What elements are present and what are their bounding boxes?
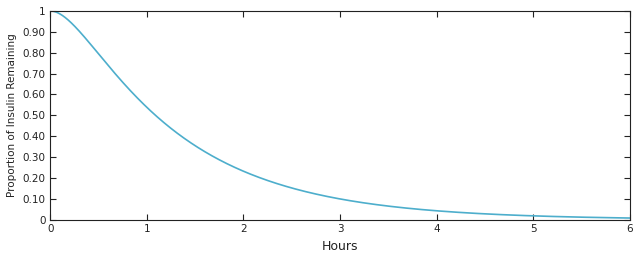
Y-axis label: Proportion of Insulin Remaining: Proportion of Insulin Remaining xyxy=(7,34,17,197)
X-axis label: Hours: Hours xyxy=(322,240,358,253)
